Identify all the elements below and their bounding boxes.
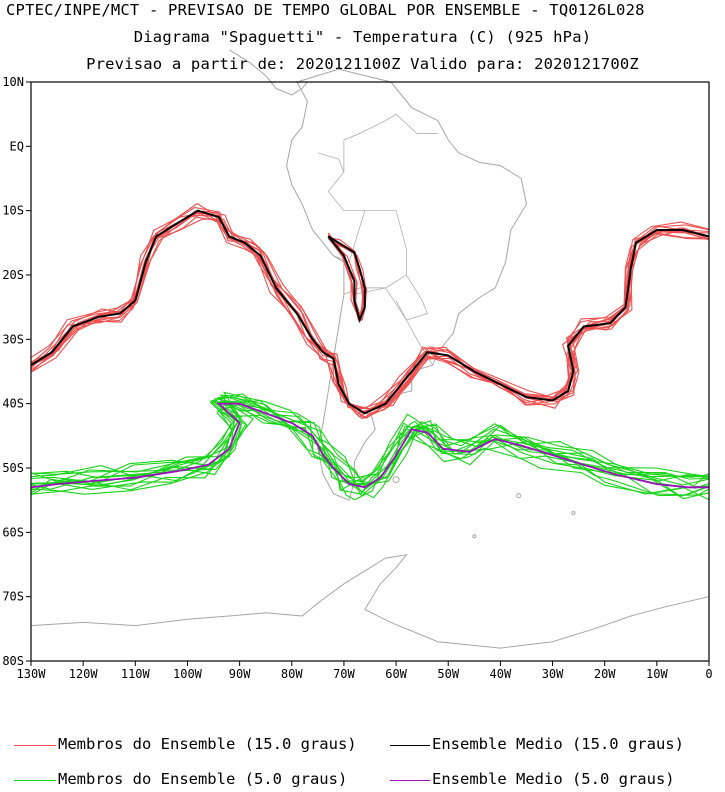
member-line-15 <box>30 210 710 420</box>
legend-label-members-5: Membros do Ensemble (5.0 graus) <box>58 770 348 788</box>
country-border <box>348 210 407 295</box>
forecast-validity: Previsao a partir de: 2020121100Z Valido… <box>86 55 639 73</box>
legend-line-members-5 <box>14 780 56 781</box>
x-tick-label: 110W <box>121 667 151 681</box>
member-line-15 <box>30 210 710 410</box>
y-tick-label: 60S <box>2 525 24 539</box>
member-line-15 <box>30 206 710 409</box>
x-tick-label: 100W <box>173 667 203 681</box>
country-border <box>317 152 345 173</box>
member-line-5 <box>30 397 710 494</box>
island <box>571 511 576 516</box>
ensemble-mean-line <box>327 235 366 324</box>
member-line-15 <box>30 210 710 419</box>
member-line-15 <box>30 209 710 410</box>
y-tick-label: EQ <box>10 139 24 153</box>
legend-label-mean-15: Ensemble Medio (15.0 graus) <box>432 735 684 753</box>
member-line-5 <box>30 402 710 499</box>
coastline-map <box>30 49 710 649</box>
ensemble-mean-line <box>30 402 709 489</box>
member-line-15 <box>30 211 710 414</box>
member-line-5 <box>30 403 710 496</box>
x-tick-label: 80W <box>281 667 303 681</box>
member-line-15 <box>30 212 710 414</box>
legend-line-mean-5 <box>390 780 430 781</box>
y-tick-label: 20S <box>2 268 24 282</box>
central-america-coast <box>228 49 308 96</box>
x-tick-label: 70W <box>333 667 355 681</box>
member-line-5 <box>30 410 710 501</box>
chart-subtitle: Diagrama "Spaguetti" - Temperatura (C) (… <box>133 28 592 46</box>
y-tick-label: 70S <box>2 590 24 604</box>
y-tick-label: 40S <box>2 397 24 411</box>
x-tick-label: 90W <box>229 667 251 681</box>
x-tick-label: 130W <box>17 667 47 681</box>
country-border <box>395 274 428 321</box>
y-tick-label: 10S <box>2 204 24 218</box>
x-tick-label: 0 <box>705 667 712 681</box>
y-tick-label: 30S <box>2 332 24 346</box>
legend-line-members-15 <box>14 745 56 746</box>
plot-frame <box>30 81 710 662</box>
legend-line-mean-15 <box>390 745 430 746</box>
legend-label-mean-5: Ensemble Medio (5.0 graus) <box>432 770 675 788</box>
y-tick-label: 10N <box>2 75 24 89</box>
x-tick-label: 50W <box>437 667 459 681</box>
ensemble-members-layer <box>30 202 710 501</box>
x-tick-label: 120W <box>69 667 99 681</box>
member-line-5 <box>30 391 710 489</box>
island <box>392 476 400 484</box>
x-tick-label: 20W <box>594 667 616 681</box>
chart-title: CPTEC/INPE/MCT - PREVISAO DE TEMPO GLOBA… <box>6 1 645 19</box>
country-border <box>327 113 438 212</box>
y-axis: 10N EQ 10S 20S 30S 40S 50S 60S 70S 80S <box>2 75 31 668</box>
y-tick-label: 80S <box>2 654 24 668</box>
ensemble-mean-line <box>30 209 710 415</box>
ensemble-means-layer <box>30 209 710 489</box>
island <box>472 534 477 539</box>
island <box>516 493 522 499</box>
x-tick-label: 10W <box>646 667 668 681</box>
x-axis: 130W 120W 110W 100W 90W 80W 70W 60W 50W 40W 30W 20W… <box>17 661 713 681</box>
country-border <box>343 287 386 295</box>
x-tick-label: 60W <box>385 667 407 681</box>
member-line-5 <box>30 395 710 488</box>
legend-label-members-15: Membros do Ensemble (15.0 graus) <box>58 735 357 753</box>
member-line-15 <box>30 210 710 414</box>
antarctica-coast <box>30 554 710 649</box>
x-tick-label: 40W <box>490 667 512 681</box>
member-line-5 <box>30 400 710 496</box>
y-tick-label: 50S <box>2 461 24 475</box>
x-tick-label: 30W <box>542 667 564 681</box>
